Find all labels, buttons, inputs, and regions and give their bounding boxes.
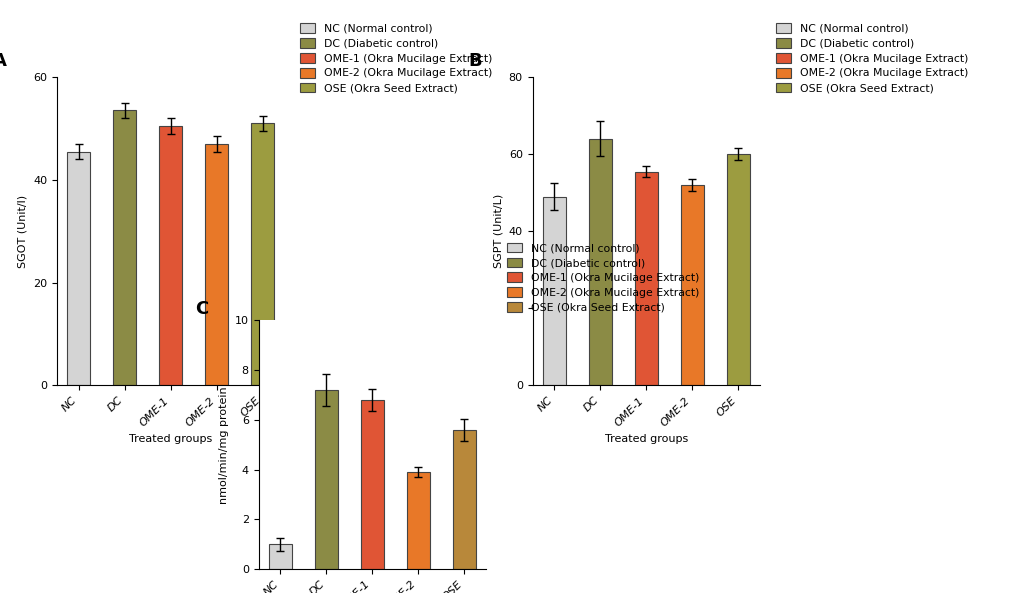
Bar xyxy=(727,154,750,385)
Bar xyxy=(314,390,338,569)
Bar xyxy=(635,171,658,385)
Bar xyxy=(543,197,566,385)
X-axis label: Treated groups: Treated groups xyxy=(129,433,212,444)
Bar xyxy=(159,126,182,385)
X-axis label: Treated groups: Treated groups xyxy=(605,433,688,444)
Bar xyxy=(67,152,90,385)
Bar xyxy=(680,185,704,385)
Bar xyxy=(406,472,430,569)
Bar xyxy=(361,400,384,569)
Bar xyxy=(269,544,292,569)
Bar xyxy=(453,430,476,569)
Legend: NC (Normal control), DC (Diabetic control), OME-1 (Okra Mucilage Extract), OME-2: NC (Normal control), DC (Diabetic contro… xyxy=(507,243,699,313)
Y-axis label: SGPT (Unit/L): SGPT (Unit/L) xyxy=(493,194,504,269)
Bar xyxy=(113,110,136,385)
Legend: NC (Normal control), DC (Diabetic control), OME-1 (Okra Mucilage Extract), OME-2: NC (Normal control), DC (Diabetic contro… xyxy=(776,23,968,93)
Text: C: C xyxy=(194,300,208,318)
Y-axis label: nmol/min/mg protein: nmol/min/mg protein xyxy=(219,386,230,503)
Bar xyxy=(205,144,229,385)
Text: B: B xyxy=(468,52,483,71)
Bar xyxy=(588,139,612,385)
Y-axis label: SGOT (Unit/l): SGOT (Unit/l) xyxy=(18,195,28,268)
Bar xyxy=(251,123,274,385)
Text: A: A xyxy=(0,52,7,71)
Legend: NC (Normal control), DC (Diabetic control), OME-1 (Okra Mucilage Extract), OME-2: NC (Normal control), DC (Diabetic contro… xyxy=(300,23,492,93)
